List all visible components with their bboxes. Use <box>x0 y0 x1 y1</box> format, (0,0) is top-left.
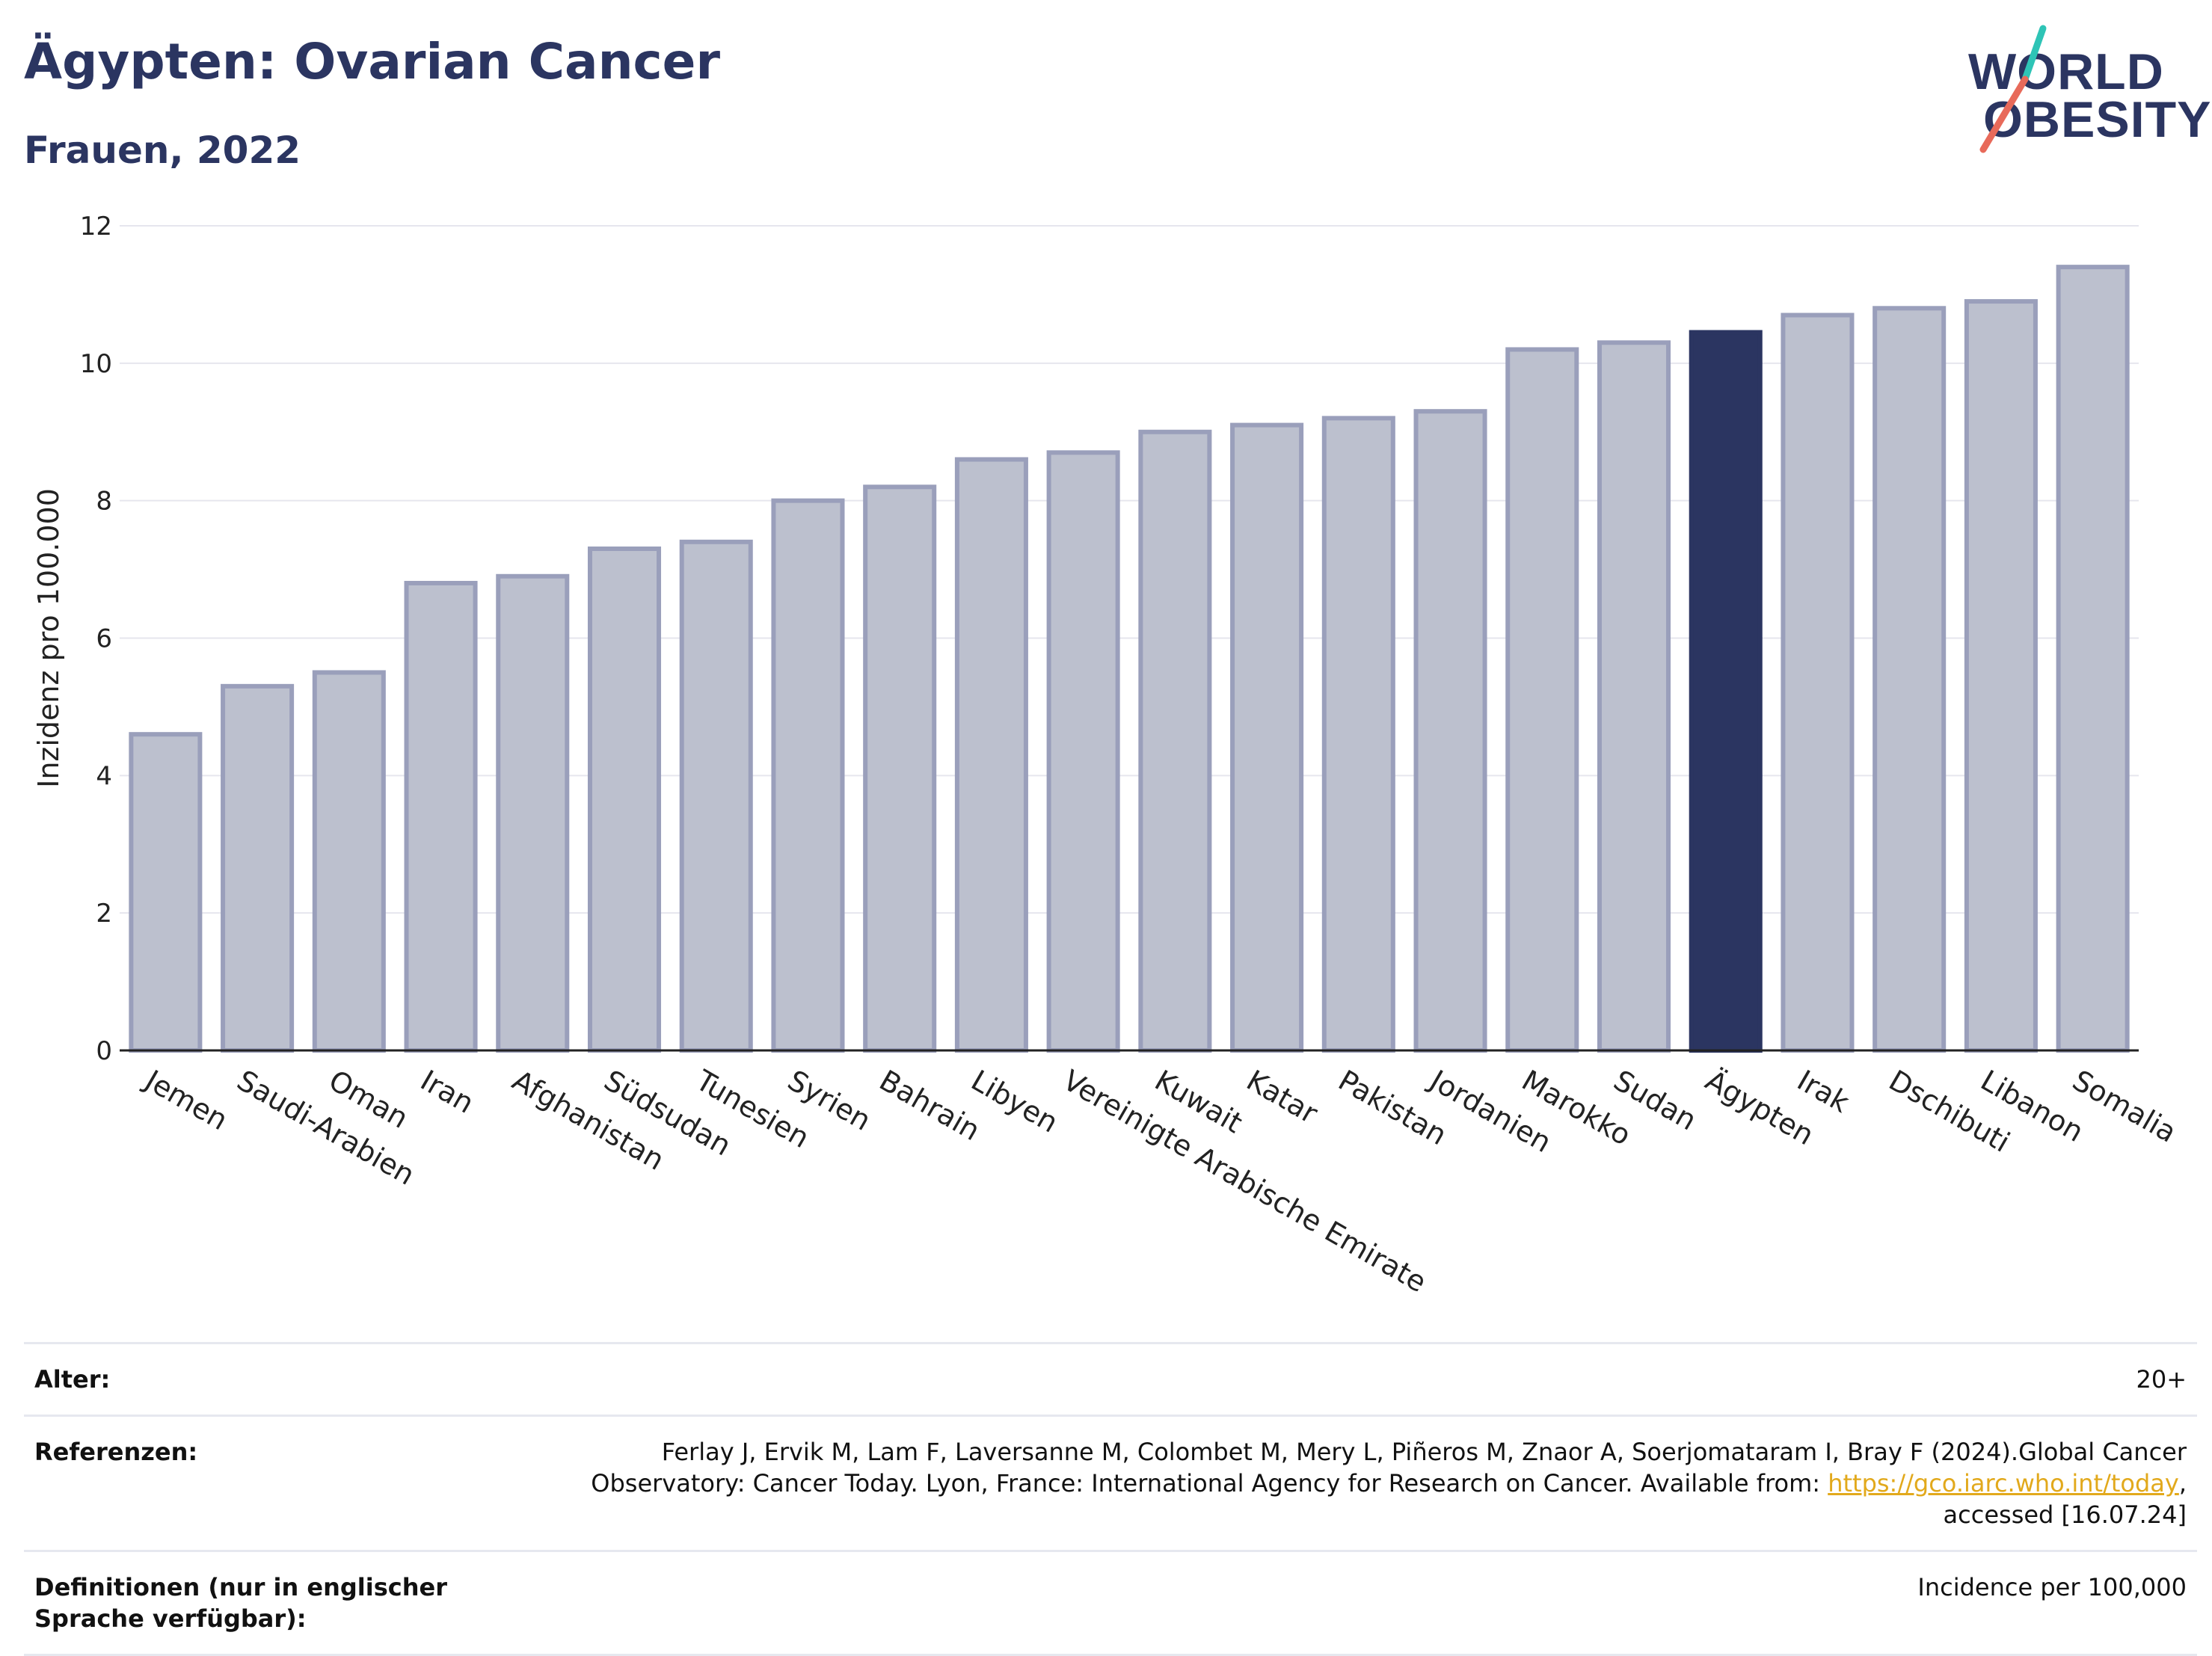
x-tick-label: Jemen <box>138 1063 233 1137</box>
info-row-age: Alter: 20+ <box>24 1342 2197 1415</box>
logo-slash-icon <box>1979 25 2047 153</box>
bar <box>679 539 753 1053</box>
reference-text: Ferlay J, Ervik M, Lam F, Laversanne M, … <box>591 1438 2187 1498</box>
info-label-age: Alter: <box>34 1365 111 1394</box>
info-value-age: 20+ <box>2136 1365 2187 1394</box>
info-row-definitions: Definitionen (nur in englischer Sprache … <box>24 1550 2197 1656</box>
bar <box>1230 422 1304 1053</box>
x-tick-label: Libyen <box>965 1064 1063 1139</box>
bar <box>771 498 845 1053</box>
bar <box>1046 450 1120 1053</box>
bar <box>1964 299 2038 1053</box>
info-row-references: Referenzen: Ferlay J, Ervik M, Lam F, La… <box>24 1415 2197 1550</box>
info-table: Alter: 20+ Referenzen: Ferlay J, Ervik M… <box>24 1342 2197 1656</box>
bar <box>954 457 1028 1053</box>
y-tick-label: 0 <box>96 1036 112 1066</box>
bar <box>863 484 937 1053</box>
x-tick-label: Katar <box>1241 1064 1324 1130</box>
bar <box>1138 429 1212 1053</box>
x-tick-label: Bahrain <box>874 1064 986 1148</box>
y-tick-label: 8 <box>96 487 112 517</box>
chart-subtitle: Frauen, 2022 <box>24 129 301 172</box>
info-label-references: Referenzen: <box>34 1438 198 1466</box>
bar <box>1505 347 1579 1053</box>
x-tick-label: Somalia <box>2067 1064 2182 1149</box>
bar <box>587 547 662 1053</box>
logo-word-obesity: OBESITY <box>1983 91 2212 148</box>
info-value-references: Ferlay J, Ervik M, Lam F, Laversanne M, … <box>586 1436 2187 1530</box>
x-tick-label: Irak <box>1792 1064 1855 1119</box>
bar <box>2056 265 2130 1053</box>
info-value-definitions: Incidence per 100,000 <box>1917 1573 2187 1601</box>
y-tick-label: 2 <box>96 899 112 929</box>
bar <box>1597 340 1671 1053</box>
x-tick-label: Iran <box>415 1064 479 1120</box>
bar <box>1781 313 1855 1053</box>
y-tick-label: 10 <box>80 349 112 379</box>
y-tick-label: 4 <box>96 761 112 791</box>
world-obesity-logo: WORLD OBESITY <box>1959 21 2211 156</box>
bar <box>221 683 295 1053</box>
chart-title: Ägypten: Ovarian Cancer <box>24 33 720 90</box>
logo-word-world: WORLD <box>1968 43 2164 100</box>
y-axis-label: Inzidenz pro 100.000 <box>32 488 65 788</box>
reference-suffix: , accessed [16.07.24] <box>1943 1469 2187 1529</box>
bar <box>1413 409 1487 1053</box>
bar <box>496 573 570 1053</box>
bar <box>404 580 478 1053</box>
bar-highlight <box>1689 330 1763 1053</box>
reference-link[interactable]: https://gco.iarc.who.int/today <box>1828 1469 2179 1498</box>
bar <box>1321 416 1395 1053</box>
y-tick-label: 6 <box>96 624 112 654</box>
bar <box>129 732 203 1053</box>
y-tick-label: 12 <box>80 212 112 241</box>
info-label-definitions: Definitionen (nur in englischer Sprache … <box>34 1573 447 1633</box>
bar <box>1872 306 1947 1053</box>
bar <box>312 670 386 1053</box>
